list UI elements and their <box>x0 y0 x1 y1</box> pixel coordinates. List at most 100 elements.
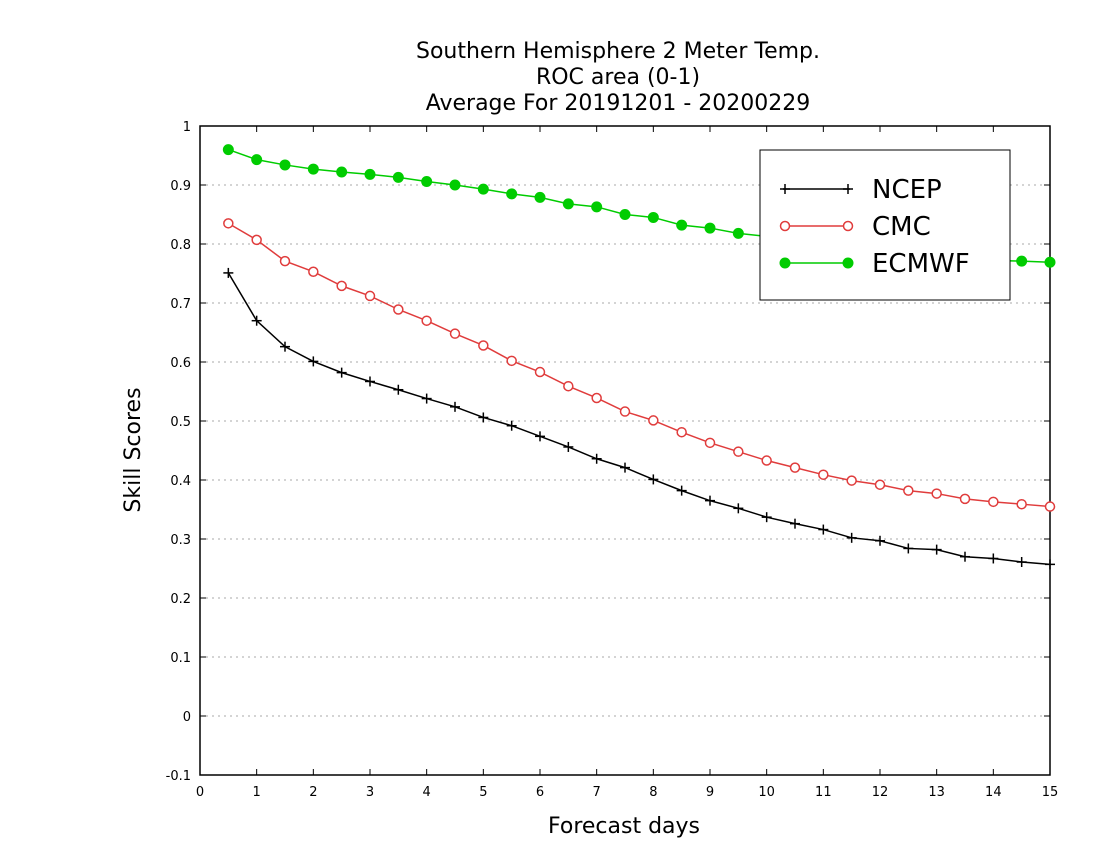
data-point-cmc <box>619 406 631 417</box>
axes: -0.100.10.20.30.40.50.60.70.80.910 1 2 3 4 5 6… <box>166 120 1059 800</box>
data-point-ncep <box>676 485 687 496</box>
data-point-ncep <box>336 367 347 378</box>
data-point-cmc <box>308 266 319 277</box>
data-point-cmc <box>789 462 801 473</box>
data-point-ncep <box>506 420 517 431</box>
data-point-ncep <box>421 393 432 404</box>
data-point-cmc <box>903 485 914 496</box>
x-tick-label: 11 <box>815 785 832 800</box>
x-tick-label: 3 <box>366 785 374 800</box>
data-point-ecmwf <box>392 171 404 183</box>
legend-label: NCEP <box>872 175 942 205</box>
x-tick-label: 15 <box>1042 785 1059 800</box>
x-tick-label: 1 <box>253 785 261 800</box>
x-tick-label: 9 <box>706 785 714 800</box>
data-point-ecmwf <box>251 154 263 166</box>
chart-title-line-2: ROC area (0-1) <box>536 65 700 90</box>
data-point-cmc <box>478 340 489 351</box>
data-point-ncep <box>620 462 630 473</box>
data-point-ecmwf <box>506 188 518 200</box>
legend-marker <box>780 184 790 194</box>
y-axis-label: Skill Scores <box>121 387 146 512</box>
data-point-cmc <box>591 392 602 404</box>
data-point-ncep <box>875 535 885 546</box>
data-point-ecmwf <box>449 179 461 191</box>
data-point-cmc <box>846 475 857 486</box>
data-point-ncep <box>223 267 234 278</box>
x-tick-label: 10 <box>758 785 775 800</box>
legend-label: CMC <box>872 212 931 242</box>
data-point-ncep <box>251 315 262 326</box>
legend-marker <box>842 257 854 269</box>
data-point-ncep <box>280 341 290 352</box>
data-point-cmc <box>818 469 829 480</box>
data-point-ncep <box>733 503 744 514</box>
data-point-ncep <box>591 453 602 464</box>
data-point-cmc <box>393 304 404 315</box>
data-point-ecmwf <box>732 227 744 239</box>
data-point-ecmwf <box>704 222 716 234</box>
data-point-ncep <box>960 551 970 562</box>
data-point-ecmwf <box>222 144 234 156</box>
data-point-ncep <box>563 441 574 452</box>
y-tick-label: 1 <box>183 120 191 135</box>
chart-title: Southern Hemisphere 2 Meter Temp. ROC ar… <box>416 39 820 116</box>
data-point-ecmwf <box>477 183 489 195</box>
x-tick-label: 5 <box>479 785 487 800</box>
data-point-ecmwf <box>307 163 319 175</box>
data-point-ncep <box>846 532 857 543</box>
chart-title-line-1: Southern Hemisphere 2 Meter Temp. <box>416 39 820 64</box>
data-point-ncep <box>308 356 319 367</box>
x-tick-label: 14 <box>985 785 1002 800</box>
y-tick-label: 0 <box>183 710 191 725</box>
data-point-cmc <box>421 315 432 326</box>
data-point-cmc <box>364 290 376 302</box>
data-point-cmc <box>449 328 461 339</box>
data-point-ncep <box>903 543 914 554</box>
y-tick-label: 0.6 <box>170 356 191 371</box>
data-point-ncep <box>818 524 829 535</box>
data-point-ecmwf <box>1016 255 1028 267</box>
data-point-cmc <box>704 437 716 449</box>
y-tick-label: -0.1 <box>166 769 191 784</box>
data-point-ncep <box>1016 557 1027 568</box>
data-point-ecmwf <box>364 168 376 180</box>
x-tick-label: 0 <box>196 785 204 800</box>
y-tick-label: 0.4 <box>170 474 191 489</box>
y-tick-label: 0.7 <box>170 297 191 312</box>
legend-item-ncep: NCEP <box>780 175 942 205</box>
x-tick-label: 6 <box>536 785 544 800</box>
legend-box <box>759 149 1011 301</box>
x-tick-label: 4 <box>423 785 431 800</box>
y-tick-label: 0.3 <box>170 533 191 548</box>
data-point-ecmwf <box>421 175 433 187</box>
data-point-ecmwf <box>676 219 688 231</box>
data-point-cmc <box>988 496 999 508</box>
legend-label: ECMWF <box>872 249 970 279</box>
chart-title-line-3: Average For 20191201 - 20200229 <box>426 91 811 116</box>
series-line-ncep <box>227 272 1051 566</box>
data-point-ecmwf <box>534 191 546 203</box>
y-tick-label: 0.1 <box>170 651 191 666</box>
data-point-cmc <box>1016 498 1027 510</box>
legend-marker <box>843 184 853 194</box>
data-point-ncep <box>365 376 375 387</box>
data-point-cmc <box>931 488 942 499</box>
legend-marker <box>779 257 791 269</box>
data-point-ncep <box>931 544 942 555</box>
data-point-cmc <box>874 479 886 490</box>
x-tick-label: 2 <box>309 785 317 800</box>
data-point-cmc <box>959 493 971 505</box>
data-point-ncep <box>790 518 800 529</box>
plot-frame <box>199 125 1051 776</box>
data-point-cmc <box>1044 501 1056 512</box>
legend-marker <box>779 220 791 232</box>
legend: NCEP CMC ECMWF <box>759 149 1011 301</box>
data-point-ncep <box>478 412 489 423</box>
data-point-ncep <box>988 553 999 564</box>
series-cmc <box>223 218 1056 512</box>
data-point-cmc <box>761 455 772 466</box>
data-point-ncep <box>393 384 404 395</box>
x-tick-label: 7 <box>593 785 601 800</box>
data-point-ncep <box>450 401 460 412</box>
